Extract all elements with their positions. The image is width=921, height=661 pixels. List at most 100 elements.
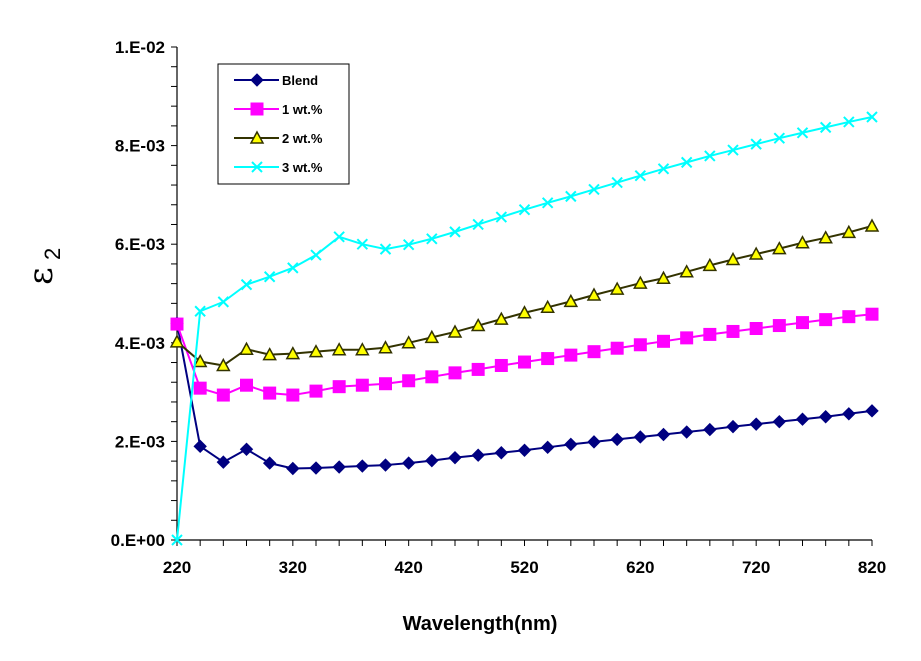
legend-item: 3 wt.% xyxy=(234,160,323,175)
data-point xyxy=(239,442,254,456)
y-tick-label: 8.E-03 xyxy=(115,137,165,156)
data-point xyxy=(286,461,300,476)
data-point xyxy=(449,226,461,238)
data-point xyxy=(471,362,485,376)
data-point xyxy=(611,176,623,189)
data-point xyxy=(310,249,322,261)
data-point xyxy=(564,348,578,362)
data-point xyxy=(378,458,393,472)
y-tick-label: 4.E-03 xyxy=(115,334,165,353)
data-point xyxy=(865,404,879,418)
data-point xyxy=(772,241,787,255)
data-point xyxy=(795,235,810,249)
legend-item: Blend xyxy=(234,73,318,88)
data-point xyxy=(657,163,670,175)
legend-label: Blend xyxy=(282,73,318,88)
data-point xyxy=(772,414,787,429)
data-point xyxy=(216,357,231,372)
data-point xyxy=(725,251,741,266)
data-point xyxy=(818,410,833,424)
data-point xyxy=(610,341,624,355)
data-point xyxy=(448,450,462,465)
data-point xyxy=(333,231,345,243)
data-point xyxy=(379,377,392,391)
y-tick-label: 1.E-02 xyxy=(115,38,165,57)
data-point xyxy=(402,374,416,388)
data-point xyxy=(795,412,810,426)
y-axis-title-subscript: 2 xyxy=(40,248,65,260)
data-point xyxy=(610,432,624,447)
data-point xyxy=(865,307,879,321)
legend-box xyxy=(217,63,350,185)
data-point xyxy=(378,340,393,354)
data-point xyxy=(843,116,855,128)
data-point xyxy=(749,322,763,336)
data-point xyxy=(818,230,833,244)
data-point xyxy=(634,169,647,182)
axes: 0.E+00 2.E-03 4.E-03 6.E-03 8.E-03 1.E-02 220 3… xyxy=(111,38,887,577)
data-point xyxy=(588,183,600,196)
data-point xyxy=(565,190,577,203)
data-point xyxy=(726,324,740,338)
data-point xyxy=(448,366,462,380)
data-point xyxy=(263,271,276,283)
data-point xyxy=(517,443,532,457)
data-point xyxy=(216,455,231,469)
data-point xyxy=(842,407,856,421)
data-point xyxy=(494,311,509,325)
data-point xyxy=(656,427,671,442)
data-point xyxy=(587,435,601,449)
x-tick-label: 320 xyxy=(279,558,307,577)
legend-marker-icon xyxy=(250,73,264,87)
data-point xyxy=(332,460,346,474)
data-point xyxy=(772,319,786,333)
data-point xyxy=(864,218,880,232)
data-point xyxy=(447,324,463,338)
data-point xyxy=(679,425,694,439)
data-point xyxy=(750,138,762,150)
data-point xyxy=(796,316,809,330)
legend-item: 2 wt.% xyxy=(234,130,323,146)
series-2-wt- xyxy=(169,218,880,372)
data-point xyxy=(796,127,809,139)
data-point xyxy=(633,338,647,352)
data-point xyxy=(842,310,856,324)
data-point xyxy=(170,317,184,331)
data-point xyxy=(494,358,508,372)
data-point xyxy=(331,342,347,356)
x-tick-label: 620 xyxy=(626,558,654,577)
data-point xyxy=(703,327,717,341)
legend-marker-icon xyxy=(249,130,265,144)
legend: Blend 1 wt.% 2 wt.% 3 wt.% xyxy=(217,63,350,185)
legend-label: 3 wt.% xyxy=(282,160,323,175)
data-point xyxy=(819,121,832,134)
data-point xyxy=(309,461,323,475)
data-point xyxy=(563,293,579,308)
data-point xyxy=(216,388,230,402)
data-point xyxy=(471,448,485,462)
data-point xyxy=(262,347,277,361)
data-point xyxy=(401,335,416,349)
data-point xyxy=(541,352,555,366)
x-tick-label: 820 xyxy=(858,558,886,577)
data-point xyxy=(425,370,439,384)
data-point xyxy=(240,278,253,291)
data-point xyxy=(748,246,764,260)
data-point xyxy=(287,262,299,274)
data-point xyxy=(470,317,486,332)
data-point xyxy=(217,296,230,308)
data-point xyxy=(679,264,694,278)
data-point xyxy=(727,144,739,156)
data-point xyxy=(702,257,718,272)
y-axis-title-symbol: ε xyxy=(21,267,61,285)
data-point xyxy=(192,353,208,368)
data-point xyxy=(726,419,740,434)
series-layer xyxy=(169,111,880,546)
data-point xyxy=(263,386,277,400)
data-point xyxy=(355,378,369,392)
data-point xyxy=(633,275,648,289)
data-point xyxy=(703,422,717,437)
legend-item: 1 wt.% xyxy=(234,102,323,117)
y-tick-label: 6.E-03 xyxy=(115,235,165,254)
